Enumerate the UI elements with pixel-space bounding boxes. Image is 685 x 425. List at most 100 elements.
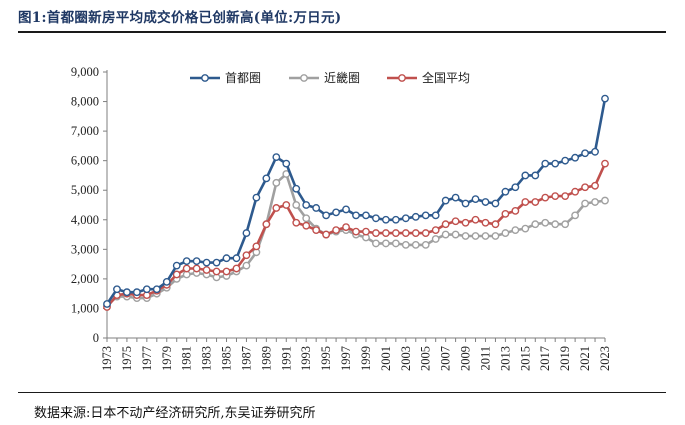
data-point: [381, 229, 390, 237]
x-axis-ticks: 1973 1975 1977 1979 1981 1983 1985 1987 1989 1991…: [100, 338, 612, 371]
data-point: [322, 230, 331, 239]
data-point: [531, 171, 540, 180]
data-point: [501, 187, 510, 196]
legend-label: 全国平均: [422, 70, 470, 85]
data-point: [182, 257, 191, 266]
x-tick-label: 1987: [239, 346, 253, 371]
data-point: [332, 208, 340, 217]
legend-label: 近畿圈: [324, 71, 360, 85]
data-point: [292, 184, 301, 193]
data-point: [491, 199, 500, 208]
x-tick-label: 2015: [518, 346, 532, 371]
data-point: [431, 235, 440, 243]
x-tick-label: 2005: [419, 346, 433, 371]
series-lines: [103, 94, 609, 311]
data-point: [511, 226, 520, 235]
x-tick-label: 2007: [439, 346, 453, 371]
data-point: [581, 149, 589, 158]
data-point: [123, 288, 131, 297]
data-point: [441, 230, 450, 239]
x-tick-label: 1989: [259, 346, 273, 371]
data-point: [252, 242, 261, 251]
x-tick-label: 1973: [100, 346, 114, 371]
data-point: [481, 198, 490, 206]
y-tick-label: 0: [93, 331, 99, 345]
x-tick-label: 1985: [220, 346, 234, 371]
data-point: [421, 240, 430, 249]
series-2: [103, 159, 609, 311]
data-point: [531, 198, 540, 206]
data-point: [132, 288, 141, 297]
data-point: [372, 229, 380, 237]
data-point: [421, 229, 430, 237]
x-tick-label: 1983: [200, 346, 214, 371]
y-tick-label: 6,000: [71, 154, 99, 168]
data-point: [103, 300, 111, 308]
data-point: [441, 196, 450, 205]
data-point: [302, 201, 311, 209]
legend-marker: [300, 74, 308, 82]
data-point: [431, 226, 440, 235]
data-point: [591, 147, 599, 156]
x-tick-label: 1975: [120, 346, 134, 371]
data-point: [601, 94, 609, 103]
series-1: [103, 170, 609, 310]
data-point: [521, 171, 530, 180]
data-point: [401, 240, 410, 249]
data-point: [312, 226, 321, 235]
data-point: [421, 211, 430, 220]
data-point: [521, 224, 530, 233]
data-point: [401, 214, 410, 223]
data-point: [262, 174, 271, 183]
source-rule: [18, 392, 666, 393]
x-tick-label: 2021: [578, 346, 592, 371]
data-point: [431, 211, 440, 220]
data-point: [551, 159, 560, 168]
y-axis-ticks: 0 1,000 2,000 3,000 4,000 5,000 6,000 7,000 8,00…: [71, 65, 107, 345]
data-point: [262, 220, 271, 229]
data-point: [551, 220, 560, 229]
data-point: [212, 267, 221, 276]
data-point: [601, 159, 609, 168]
data-point: [411, 229, 420, 237]
data-point: [192, 264, 201, 273]
data-point: [322, 211, 331, 220]
data-point: [601, 196, 609, 205]
data-point: [451, 193, 460, 202]
data-point: [332, 226, 340, 235]
data-point: [242, 229, 251, 237]
data-point: [591, 198, 599, 206]
y-tick-label: 4,000: [71, 213, 99, 227]
data-point: [411, 240, 420, 249]
data-point: [481, 232, 490, 240]
data-point: [581, 183, 589, 192]
title-rule: [18, 31, 666, 33]
data-point: [372, 214, 380, 223]
data-point: [182, 264, 191, 273]
data-point: [401, 229, 410, 237]
data-point: [541, 159, 550, 168]
data-point: [471, 215, 480, 224]
data-point: [501, 209, 510, 218]
data-point: [202, 258, 211, 267]
data-point: [362, 227, 370, 236]
data-point: [531, 220, 540, 229]
data-point: [162, 277, 171, 286]
source-note: 数据来源:日本不动产经济研究所,东吴证券研究所: [34, 406, 316, 421]
x-tick-label: 2013: [498, 346, 512, 371]
x-tick-label: 1977: [140, 346, 154, 371]
data-point: [451, 217, 460, 226]
data-point: [491, 220, 500, 229]
data-point: [352, 211, 360, 220]
data-point: [461, 218, 470, 227]
chart-axes: [106, 70, 605, 339]
data-point: [561, 192, 570, 201]
data-point: [541, 218, 550, 227]
data-point: [391, 239, 400, 248]
data-point: [571, 211, 580, 220]
data-point: [232, 254, 241, 263]
x-tick-label: 1999: [359, 346, 373, 371]
legend-marker: [201, 74, 209, 82]
legend-marker: [398, 74, 406, 82]
